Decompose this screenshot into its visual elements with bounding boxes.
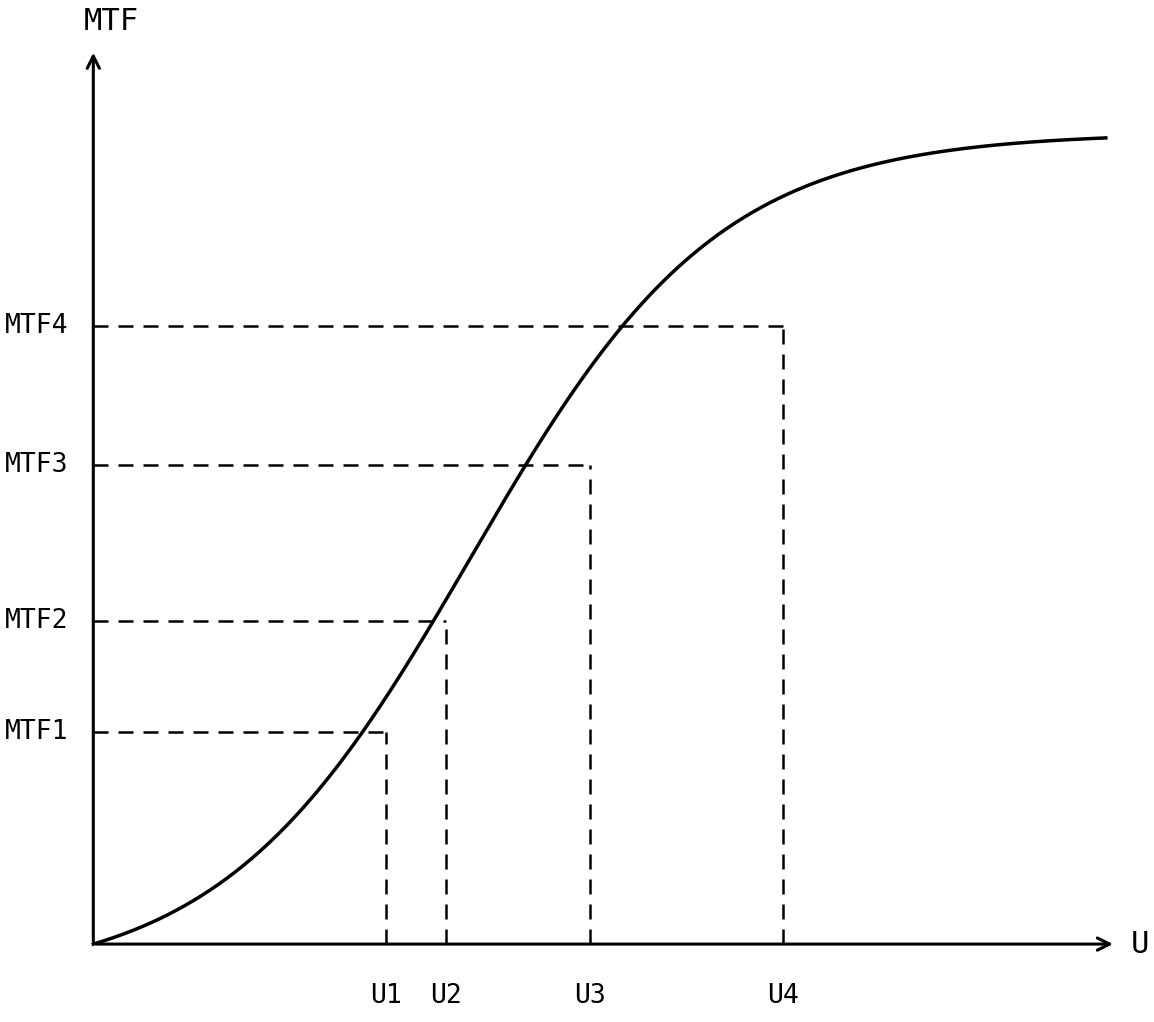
Text: U: U: [1131, 930, 1149, 959]
Text: MTF3: MTF3: [5, 452, 68, 477]
Text: U2: U2: [429, 983, 462, 1009]
Text: MTF2: MTF2: [5, 608, 68, 635]
Text: MTF1: MTF1: [5, 719, 68, 745]
Text: MTF4: MTF4: [5, 314, 68, 339]
Text: MTF: MTF: [83, 7, 138, 36]
Text: U1: U1: [370, 983, 402, 1009]
Text: U4: U4: [767, 983, 799, 1009]
Text: U3: U3: [574, 983, 606, 1009]
